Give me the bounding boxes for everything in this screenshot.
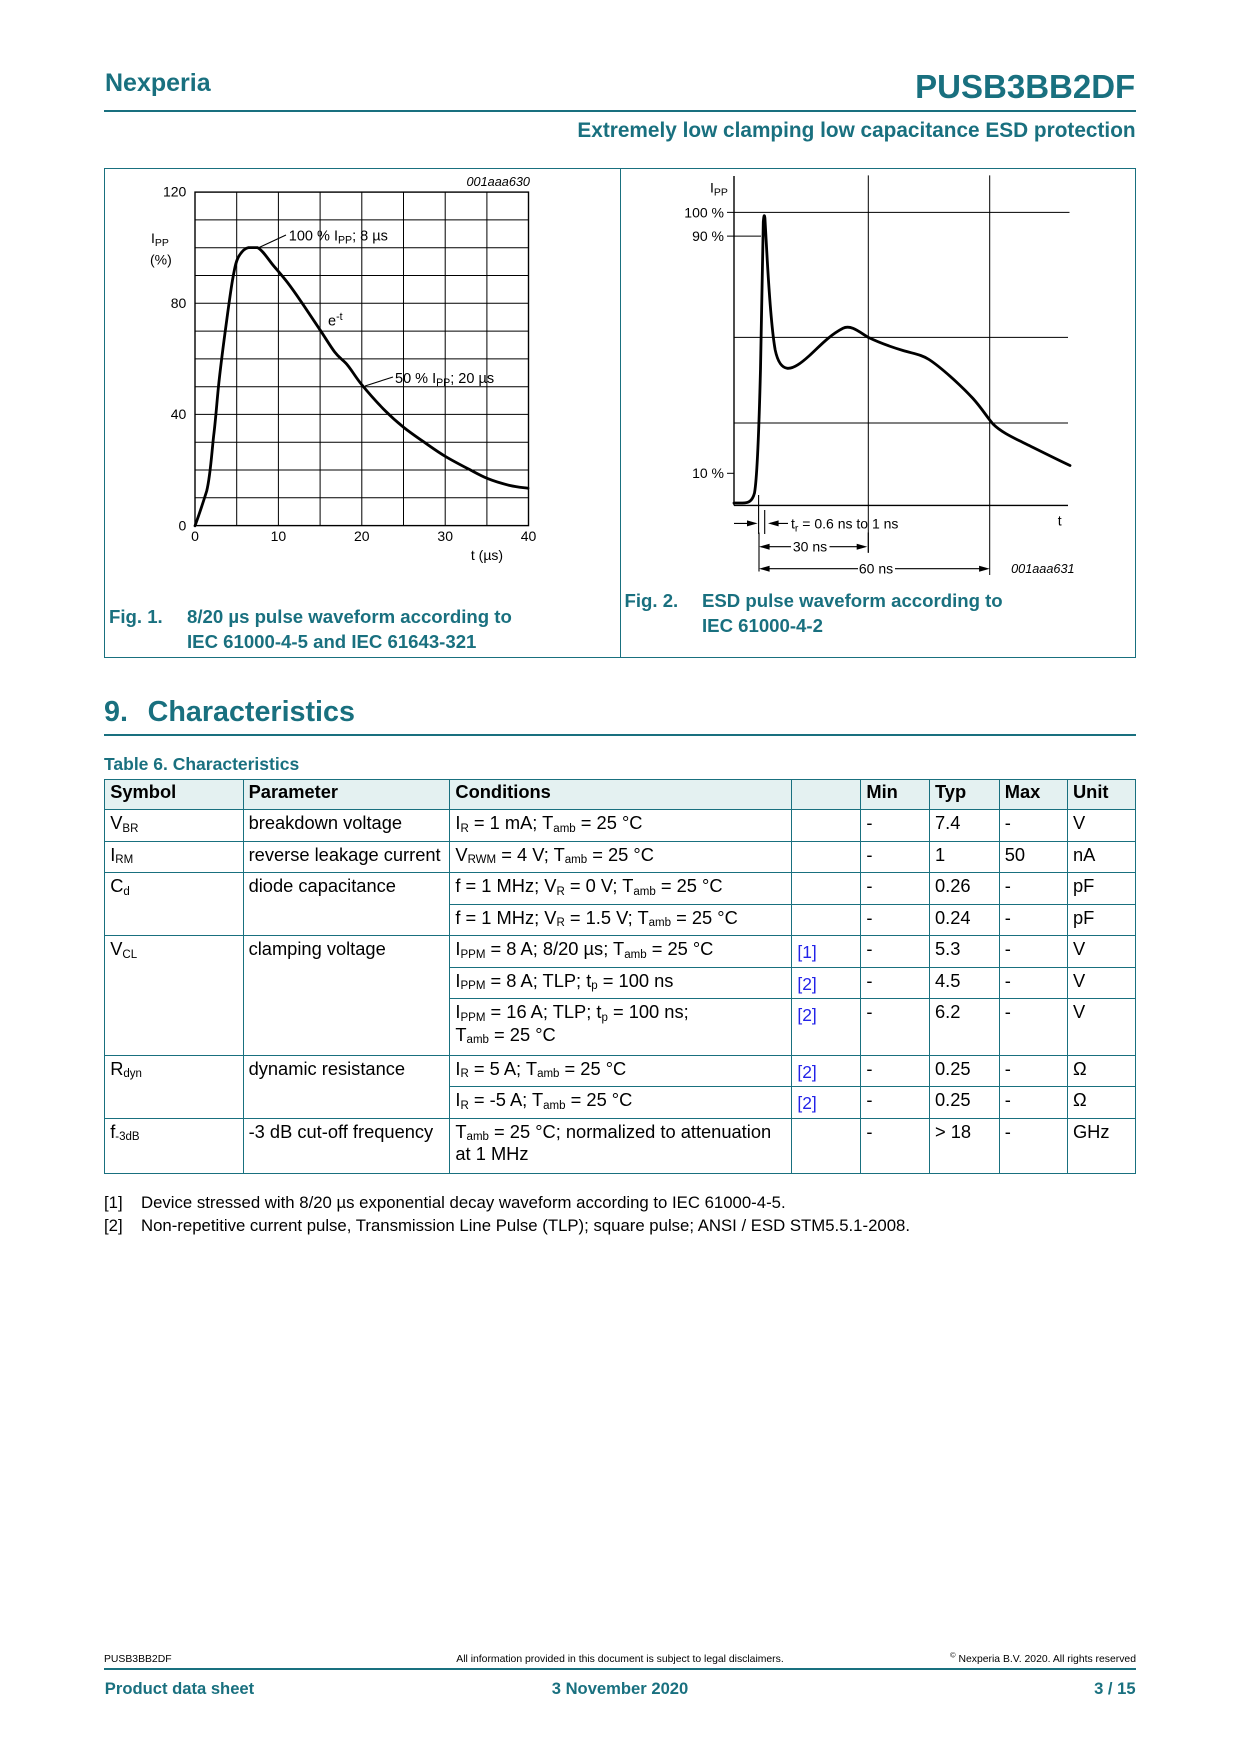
svg-text:30: 30 <box>437 528 453 544</box>
svg-text:120: 120 <box>163 184 187 200</box>
svg-text:t (µs): t (µs) <box>471 547 503 563</box>
svg-text:100 %: 100 % <box>684 204 724 220</box>
svg-text:0: 0 <box>179 517 187 533</box>
svg-text:10: 10 <box>271 528 287 544</box>
svg-text:90 %: 90 % <box>692 228 724 244</box>
svg-text:50 % IPP; 20 µs: 50 % IPP; 20 µs <box>395 371 494 389</box>
svg-text:20: 20 <box>354 528 370 544</box>
svg-text:001aaa630: 001aaa630 <box>466 175 530 189</box>
svg-text:001aaa631: 001aaa631 <box>1011 562 1075 576</box>
svg-text:IPP: IPP <box>151 230 169 249</box>
svg-text:30 ns: 30 ns <box>793 539 827 555</box>
svg-text:e-t: e-t <box>328 311 343 330</box>
svg-text:100 % IPP; 8 µs: 100 % IPP; 8 µs <box>289 229 388 247</box>
svg-text:40: 40 <box>171 406 187 422</box>
svg-text:40: 40 <box>521 528 537 544</box>
svg-text:t: t <box>1058 513 1062 529</box>
svg-text:tr = 0.6 ns to 1 ns: tr = 0.6 ns to 1 ns <box>791 515 898 534</box>
svg-text:60 ns: 60 ns <box>859 561 893 577</box>
svg-text:10 %: 10 % <box>692 465 724 481</box>
svg-text:IPP: IPP <box>710 180 728 199</box>
svg-text:(%): (%) <box>150 252 172 268</box>
svg-text:0: 0 <box>191 528 199 544</box>
svg-text:80: 80 <box>171 295 187 311</box>
